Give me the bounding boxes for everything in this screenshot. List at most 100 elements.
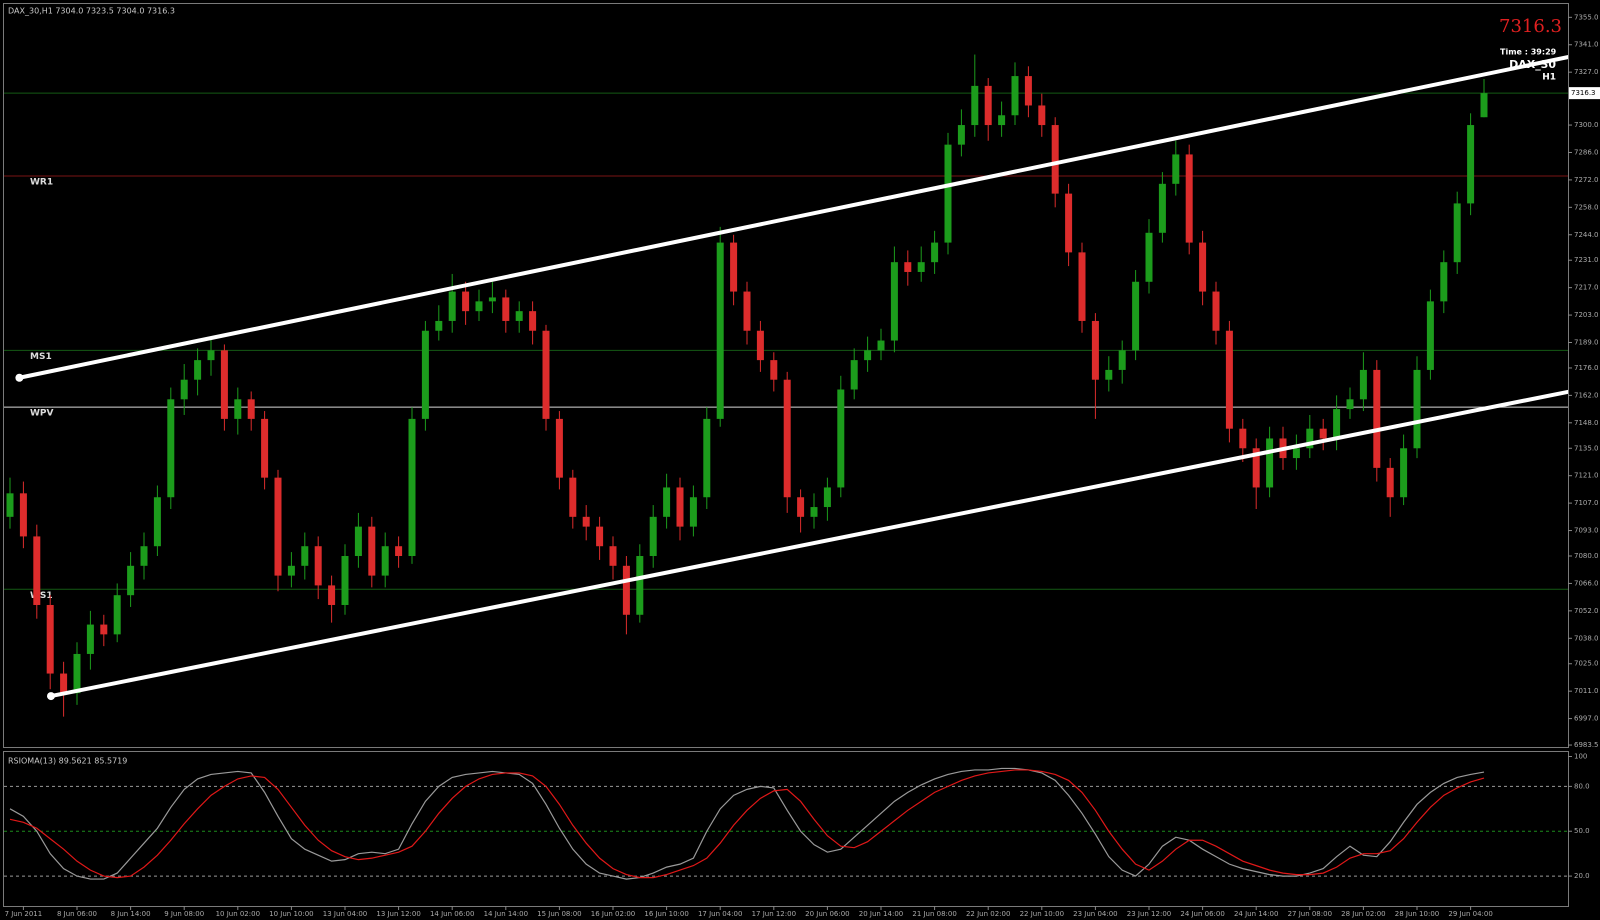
candle-body	[448, 291, 456, 321]
y-tick-label: 7148.0	[1574, 419, 1599, 427]
trend-line	[18, 55, 1568, 380]
candle-body	[167, 399, 175, 498]
candle-body	[877, 340, 885, 351]
plot-layer: 6983.5 6997.0 7011.0 7025.0 7038.0 7052.0 7066…	[4, 13, 1600, 918]
main-frame	[3, 3, 1569, 748]
candle-body	[850, 360, 858, 390]
candle-body	[676, 487, 684, 527]
candle-body	[247, 399, 255, 419]
candle-body	[529, 311, 537, 331]
candle-body	[1292, 448, 1300, 459]
y-tick-label: 80.0	[1574, 782, 1590, 790]
candle-body	[596, 526, 604, 547]
y-tick-label: 7189.0	[1574, 338, 1599, 346]
y-tick-label: 7176.0	[1574, 364, 1599, 372]
candle-body	[180, 379, 188, 400]
candle-body	[582, 516, 590, 527]
candle-body	[569, 477, 577, 517]
candle-body	[810, 507, 818, 517]
y-tick-label: 7258.0	[1574, 203, 1599, 211]
x-tick-label: 22 Jun 02:00	[966, 910, 1010, 918]
candle-body	[33, 536, 41, 605]
pivot-label: WPV	[30, 409, 54, 419]
candle-body	[368, 526, 376, 576]
candle-body	[1024, 76, 1032, 106]
candle-body	[555, 418, 563, 478]
indicator-frame	[3, 751, 1569, 907]
y-tick-label: 20.0	[1574, 872, 1590, 880]
candle-body	[381, 546, 389, 576]
candle-body	[1467, 125, 1475, 204]
chart-header: DAX_30,H1 7304.0 7323.5 7304.0 7316.3	[8, 7, 175, 16]
candle-body	[435, 320, 443, 331]
y-tick-label: 7300.0	[1574, 121, 1599, 129]
candle-body	[194, 360, 202, 380]
time-label: Time : 39:29	[1500, 48, 1557, 57]
indicator-line	[9, 769, 1485, 879]
pivot-label: WS1	[30, 591, 53, 601]
y-tick-label: 7217.0	[1574, 284, 1599, 292]
candle-body	[636, 556, 644, 615]
candle-body	[1158, 183, 1166, 233]
candle-body	[314, 546, 322, 586]
y-tick-label: 7327.0	[1574, 68, 1599, 76]
y-tick-label: 7093.0	[1574, 527, 1599, 535]
candle-body	[60, 673, 68, 694]
candle-body	[837, 389, 845, 488]
candle-body	[220, 350, 228, 419]
y-tick-label: 7231.0	[1574, 256, 1599, 264]
candle-body	[1359, 369, 1367, 400]
candle-body	[408, 418, 416, 557]
y-tick-label: 7038.0	[1574, 634, 1599, 642]
candle-body	[46, 604, 54, 674]
candle-body	[234, 399, 242, 419]
price-box	[1569, 87, 1600, 100]
indicator-title: RSIOMA(13) 89.5621 85.5719	[8, 757, 127, 766]
candle-body	[1065, 193, 1073, 253]
y-tick-label: 7052.0	[1574, 607, 1599, 615]
pivot-label: MS1	[30, 352, 52, 362]
x-tick-label: 29 Jun 04:00	[1448, 910, 1492, 918]
candle-body	[475, 301, 483, 312]
candle-body	[301, 546, 309, 566]
candle-body	[984, 85, 992, 126]
x-tick-label: 10 Jun 02:00	[216, 910, 260, 918]
y-tick-label: 7121.0	[1574, 472, 1599, 480]
candle-body	[770, 360, 778, 380]
x-tick-label: 14 Jun 14:00	[484, 910, 528, 918]
x-tick-label: 10 Jun 10:00	[269, 910, 313, 918]
y-tick-label: 7286.0	[1574, 148, 1599, 156]
candle-body	[1105, 369, 1113, 380]
candle-body	[743, 291, 751, 331]
candle-body	[957, 125, 965, 145]
candle-body	[1333, 409, 1341, 439]
y-tick-label: 50.0	[1574, 827, 1590, 835]
y-tick-label: 7162.0	[1574, 391, 1599, 399]
candle-body	[1440, 262, 1448, 302]
candle-body	[6, 493, 14, 517]
candle-body	[864, 350, 872, 361]
x-tick-label: 8 Jun 06:00	[57, 910, 97, 918]
candle-body	[1225, 330, 1233, 429]
candle-body	[998, 115, 1006, 126]
y-tick-label: 7080.0	[1574, 552, 1599, 560]
candle-body	[797, 497, 805, 517]
x-tick-label: 23 Jun 12:00	[1127, 910, 1171, 918]
candle-body	[1212, 291, 1220, 331]
candle-body	[1091, 320, 1099, 380]
candle-body	[703, 418, 711, 498]
x-tick-label: 27 Jun 08:00	[1288, 910, 1332, 918]
x-tick-label: 21 Jun 08:00	[912, 910, 956, 918]
x-tick-label: 17 Jun 12:00	[752, 910, 796, 918]
candle-body	[1426, 301, 1434, 370]
y-tick-label: 6983.5	[1574, 741, 1599, 749]
candle-body	[1346, 399, 1354, 410]
pivot-label: WR1	[30, 177, 53, 187]
y-tick-label: 100	[1574, 752, 1587, 760]
candle-body	[462, 291, 470, 312]
x-tick-label: 15 Jun 08:00	[537, 910, 581, 918]
candle-body	[1319, 428, 1327, 439]
candle-body	[274, 477, 282, 576]
x-tick-label: 7 Jun 2011	[5, 910, 43, 918]
y-tick-label: 7244.0	[1574, 231, 1599, 239]
